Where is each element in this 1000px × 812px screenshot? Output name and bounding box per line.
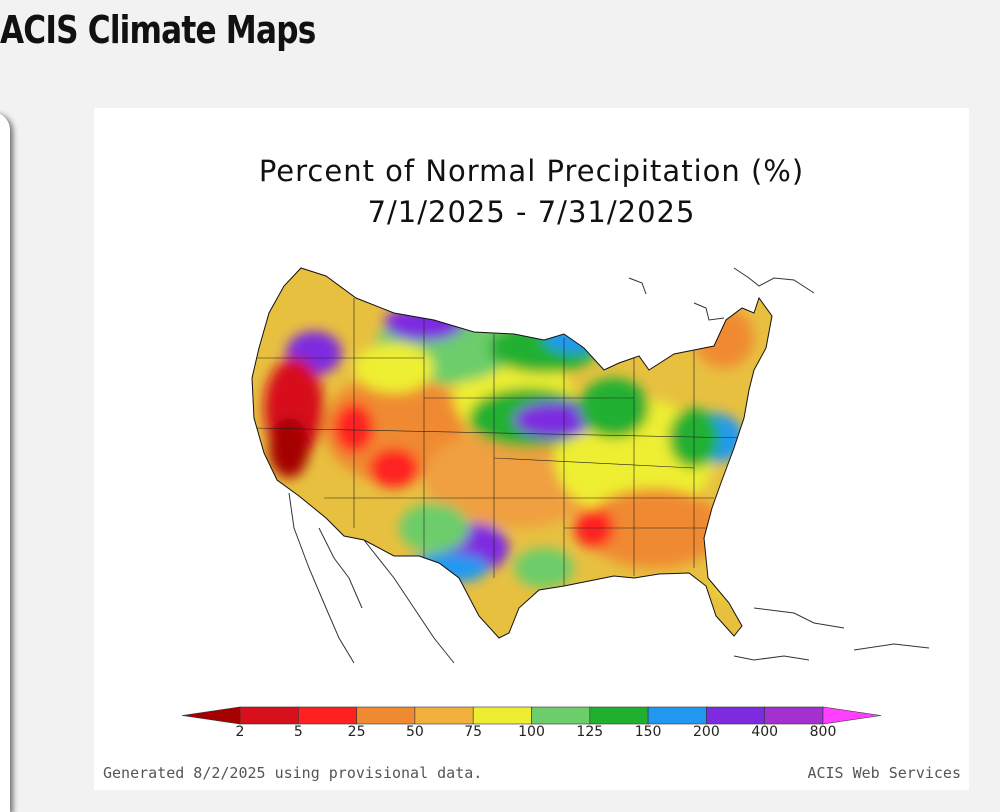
legend-tick: 125 [576,724,604,740]
legend-tick: 800 [809,724,837,740]
legend-tick: 200 [693,724,720,740]
legend-tick: 400 [751,724,779,740]
border-lines [288,267,930,664]
legend-tick: 50 [405,724,424,740]
legend-swatch [239,706,299,725]
legend-tick: 100 [518,724,545,740]
legend-tick: 25 [347,724,366,740]
legend-tick: 150 [634,724,662,740]
legend-tick: 75 [464,724,483,740]
legend-swatch [298,706,357,725]
legend-tick: 5 [293,724,303,740]
legend-swatch [414,706,474,725]
legend-swatch [472,706,532,725]
legend-swatch [764,706,824,725]
acis-credit: ACIS Web Services [807,764,961,782]
us-outline [251,267,773,639]
page-title: ACIS Climate Maps [0,8,316,52]
legend-swatch [647,706,707,725]
us-precip-map-graphic [181,267,930,725]
side-panel [0,112,10,812]
legend-swatch [356,706,416,725]
legend-color-bar [181,706,882,725]
legend-swatch [706,706,766,725]
legend-swatch [531,706,591,725]
legend-arrow-high [822,706,882,725]
precip-field [252,268,772,638]
generated-note: Generated 8/2/2025 using provisional dat… [103,764,483,782]
legend-swatch [589,706,649,725]
map-date-range: 7/1/2025 - 7/31/2025 [367,195,696,229]
precipitation-map: Percent of Normal Precipitation (%) 7/1/… [94,108,969,790]
legend-arrow-low [181,706,241,725]
legend-tick: 2 [235,724,245,740]
map-title: Percent of Normal Precipitation (%) [258,154,805,188]
